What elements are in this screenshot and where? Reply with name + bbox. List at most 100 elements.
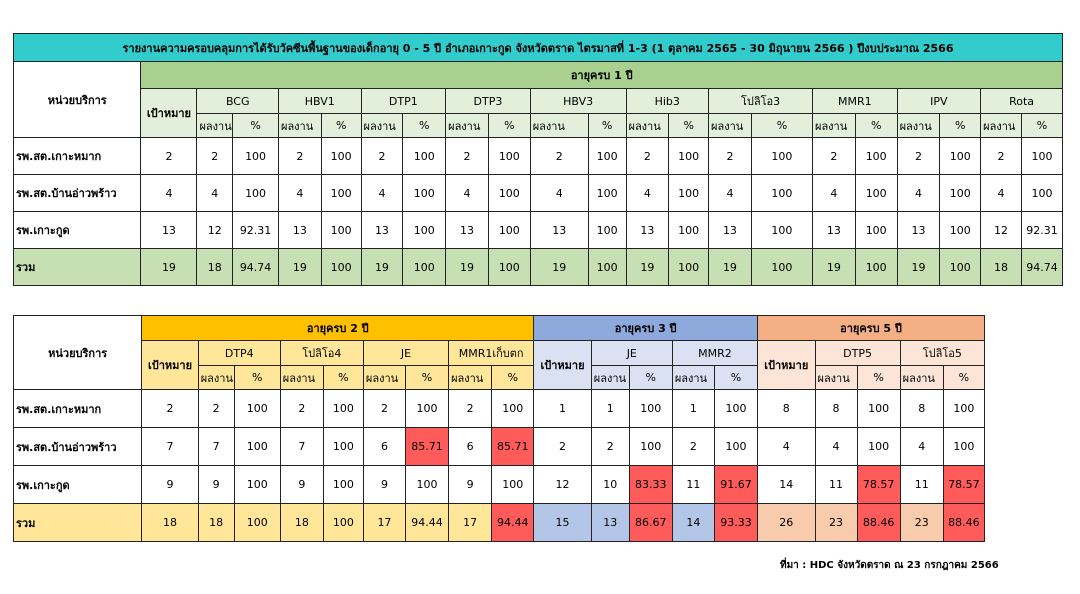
total-cell: 19 xyxy=(445,248,489,286)
data-cell: 2 xyxy=(197,389,235,428)
data-cell: 100 xyxy=(402,211,447,249)
data-cell: 100 xyxy=(322,389,364,428)
total-cell: 100 xyxy=(750,248,814,286)
data-cell: 2 xyxy=(362,389,406,428)
data-cell: 100 xyxy=(856,427,901,466)
data-cell: 100 xyxy=(587,137,627,175)
table-row: รพ.สต.เกาะหมาก 2 2 100 2 100 2 100 2 100 1 1 100 1 100… xyxy=(12,389,986,428)
percent-header: % xyxy=(1020,113,1064,138)
data-cell: 4 xyxy=(196,174,234,212)
data-cell: 100 xyxy=(320,174,362,212)
total-cell: 13 xyxy=(590,503,630,542)
below-target-cell: 86.67 xyxy=(628,503,673,542)
data-cell: 100 xyxy=(487,137,531,175)
data-cell: 2 xyxy=(278,137,322,175)
data-cell: 2 xyxy=(980,137,1022,175)
data-cell: 4 xyxy=(445,174,489,212)
total-cell: 23 xyxy=(814,503,858,542)
result-header: ผลงาน xyxy=(445,113,489,138)
total-cell: 100 xyxy=(320,248,362,286)
data-cell: 100 xyxy=(587,174,627,212)
data-cell: 4 xyxy=(814,427,858,466)
data-cell: 100 xyxy=(628,427,673,466)
total-cell: 23 xyxy=(899,503,944,542)
vaccine-header: MMR1เก็บตก xyxy=(448,340,535,366)
data-cell: 100 xyxy=(404,465,450,504)
data-cell: 4 xyxy=(708,174,752,212)
data-cell: 12 xyxy=(196,211,234,249)
data-cell: 2 xyxy=(590,427,630,466)
table-row: รพ.สต.บ้านอ่าวพร้าว 4 4 100 4 100 4 100 4 100 4 100… xyxy=(12,174,1064,212)
data-cell: 12 xyxy=(980,211,1022,249)
data-cell: 100 xyxy=(750,174,814,212)
data-cell: 100 xyxy=(854,174,898,212)
vaccine-header: MMR1 xyxy=(812,88,898,114)
data-cell: 100 xyxy=(939,137,982,175)
data-cell: 100 xyxy=(233,427,281,466)
data-cell: 4 xyxy=(757,427,816,466)
total-cell: 26 xyxy=(757,503,816,542)
data-cell: 100 xyxy=(232,174,279,212)
data-cell: 9 xyxy=(448,465,493,504)
data-cell: 9 xyxy=(197,465,235,504)
vaccine-header: Hib3 xyxy=(625,88,710,114)
data-cell: 6 xyxy=(362,427,406,466)
data-cell: 13 xyxy=(812,211,856,249)
data-cell: 4 xyxy=(625,174,670,212)
unit-header: หน่วยบริการ xyxy=(12,315,143,390)
result-header: ผลงาน xyxy=(625,113,670,138)
data-cell: 2 xyxy=(141,389,199,428)
below-target-cell: 91.67 xyxy=(713,465,759,504)
total-cell: 18 xyxy=(141,503,199,542)
total-row: รวม 18 18 100 18 100 17 94.44 17 94.44 15 13 86.67 14… xyxy=(12,503,986,542)
data-cell: 2 xyxy=(140,137,198,175)
unit-name: รพ.สต.บ้านอ่าวพร้าว xyxy=(12,174,142,212)
result-header: ผลงาน xyxy=(899,365,944,390)
below-target-cell: 78.57 xyxy=(942,465,986,504)
total-cell: 94.74 xyxy=(1020,248,1064,286)
total-cell: 17 xyxy=(362,503,406,542)
data-cell: 13 xyxy=(445,211,489,249)
below-target-cell: 88.46 xyxy=(942,503,986,542)
data-cell: 100 xyxy=(856,389,901,428)
data-cell: 100 xyxy=(939,174,982,212)
data-cell: 7 xyxy=(141,427,199,466)
total-cell: 19 xyxy=(360,248,404,286)
total-cell: 17 xyxy=(448,503,493,542)
vaccine-header: JE xyxy=(362,340,450,366)
data-cell: 100 xyxy=(713,389,759,428)
vaccine-header: HBV1 xyxy=(278,88,362,114)
subheader-row: ผลงาน% ผลงาน% ผลงาน% ผลงาน% ผลงาน% ผลงาน% ผลงา… xyxy=(14,113,1064,138)
data-cell: 92.31 xyxy=(232,211,279,249)
vaccine-header-row: เป้าหมาย BCG HBV1 DTP1 DTP3 HBV3 Hib3 โปลิโอ3 MM… xyxy=(14,88,1063,138)
result-header: ผลงาน xyxy=(529,113,589,138)
vaccine-header: โปลิโอ5 xyxy=(899,340,986,366)
table-row: รพ.เกาะกูด 13 12 92.31 13 100 13 100 13 100 13 100 1… xyxy=(12,211,1064,249)
percent-header: % xyxy=(668,113,710,138)
table-row: รพ.สต.เกาะหมาก 2 2 100 2 100 2 100 2 100 2 100 2 100 2… xyxy=(12,137,1064,175)
data-cell: 100 xyxy=(487,174,531,212)
vaccine-header: โปลิโอ4 xyxy=(279,340,364,366)
group-header-row: หน่วยบริการ อายุครบ 1 ปี xyxy=(12,61,1063,138)
data-cell: 9 xyxy=(362,465,406,504)
data-cell: 7 xyxy=(197,427,235,466)
total-cell: 100 xyxy=(939,248,982,286)
data-cell: 100 xyxy=(1020,137,1064,175)
data-cell: 100 xyxy=(487,211,531,249)
percent-header: % xyxy=(487,113,531,138)
unit-name: รพ.สต.เกาะหมาก xyxy=(12,137,142,175)
data-cell: 6 xyxy=(448,427,493,466)
data-cell: 2 xyxy=(625,137,670,175)
data-cell: 2 xyxy=(196,137,234,175)
vaccine-header-row: เป้าหมาย DTP4 โปลิโอ4 JE MMR1เก็บตก เป้าหมาย J… xyxy=(14,340,986,390)
data-cell: 2 xyxy=(279,389,324,428)
percent-header: % xyxy=(491,365,535,390)
age5-group-header: อายุครบ 5 ปี xyxy=(757,315,985,341)
vaccine-header: DTP5 xyxy=(814,340,901,366)
unit-header: หน่วยบริการ xyxy=(12,61,142,138)
total-label: รวม xyxy=(12,503,143,542)
total-row: รวม 19 18 94.74 19 100 19 100 19 100 19 100 19 100 19 1… xyxy=(12,248,1064,286)
data-cell: 8 xyxy=(814,389,858,428)
data-cell: 100 xyxy=(491,389,535,428)
total-cell: 19 xyxy=(896,248,941,286)
